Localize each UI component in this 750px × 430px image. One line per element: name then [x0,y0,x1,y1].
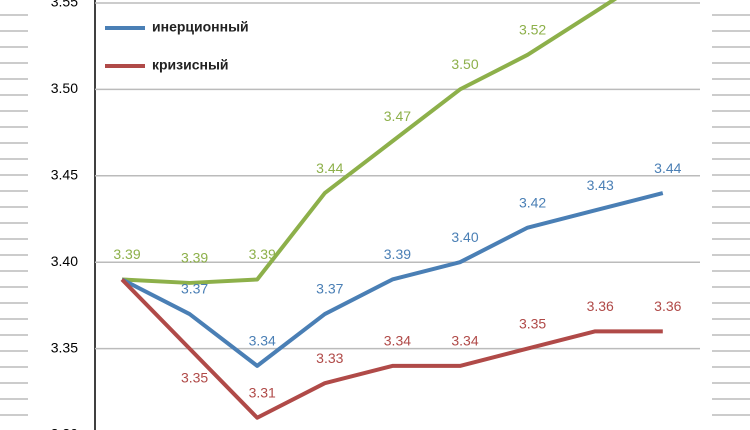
data-label: 3.36 [587,298,614,314]
data-label: 3.34 [384,333,411,349]
data-label: 3.39 [384,246,411,262]
data-label: 3.39 [113,246,140,262]
y-tick-label: 3.50 [51,80,78,96]
series-line [121,0,618,285]
data-label: 3.35 [519,315,546,331]
data-label: 3.36 [654,298,681,314]
data-label: 3.52 [519,22,546,38]
data-label: 3.37 [316,281,343,297]
data-label: 3.37 [181,281,208,297]
data-label: 3.35 [181,369,208,385]
y-tick-label: 3.30 [51,426,78,430]
data-label: 3.33 [316,350,343,366]
background-stripes [712,0,750,430]
data-label: 3.40 [451,229,478,245]
data-label: 3.31 [249,384,276,400]
series-line [120,278,663,420]
series-line [121,191,664,368]
y-tick-label: 3.45 [51,167,78,183]
legend-label: инерционный [152,19,249,35]
data-label: 3.39 [249,246,276,262]
data-label: 3.44 [654,160,681,176]
data-label: 3.44 [316,160,343,176]
data-label: 3.47 [384,108,411,124]
data-label: 3.43 [587,177,614,193]
background-stripes [0,0,28,430]
y-tick-label: 3.35 [51,339,78,355]
data-label: 3.50 [451,56,478,72]
data-label: 3.34 [249,333,276,349]
data-label: 3.42 [519,194,546,210]
data-label: 3.39 [181,250,208,266]
y-tick-label: 3.40 [51,253,78,269]
data-label: 3.34 [451,333,478,349]
legend-label: кризисный [152,57,229,73]
y-tick-label: 3.55 [51,0,78,10]
